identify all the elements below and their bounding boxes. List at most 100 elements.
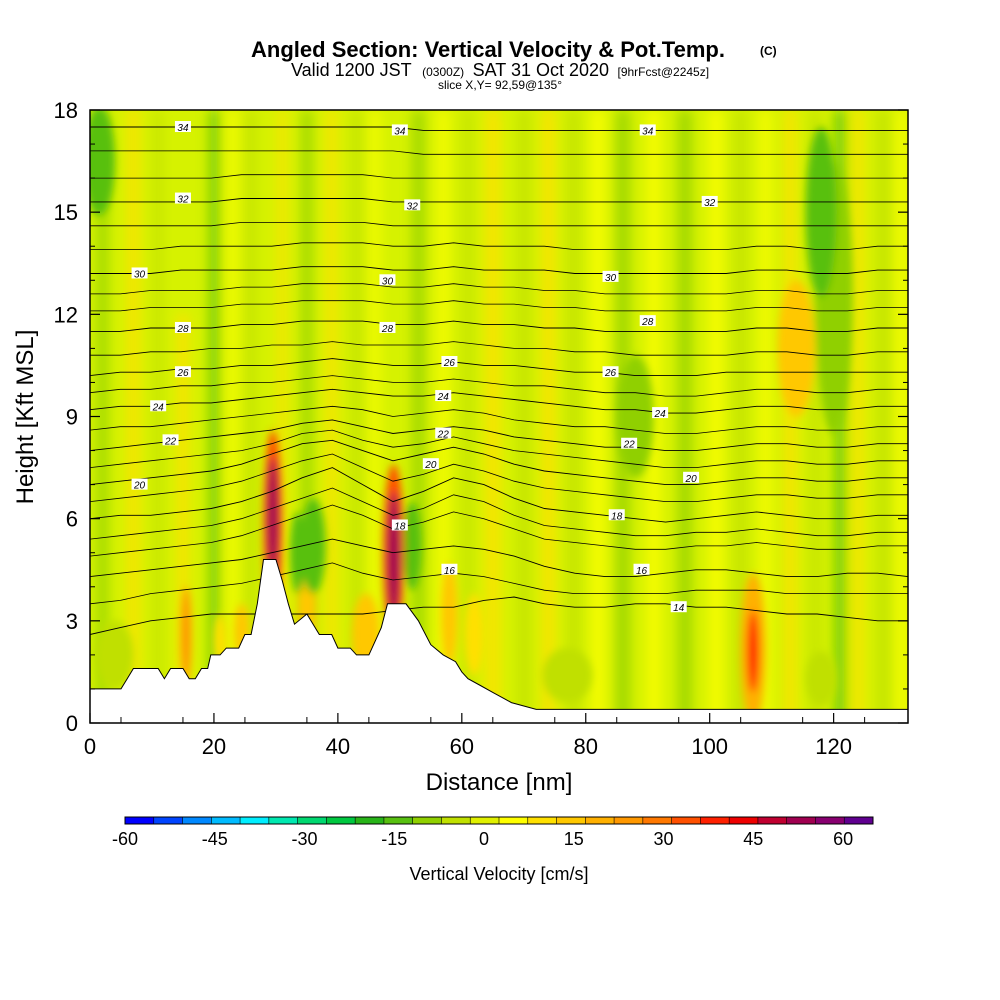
theta-contour-32 [90,198,908,203]
x-axis-label: Distance [nm] [426,769,573,796]
contour-label-box [174,121,191,133]
velocity-stripe [485,110,500,723]
contour-label: 16 [633,563,650,577]
theta-contour-line [90,242,908,250]
contour-label: 22 [621,437,638,451]
velocity-stripe [351,110,362,723]
contour-label: 32 [174,192,191,206]
contour-label: 22 [435,427,452,441]
colorbar: -60 -45 -30 -15 0 15 30 45 60 [112,816,874,849]
contour-label-text: 24 [654,409,667,420]
velocity-stripe [518,110,530,723]
contour-label: 16 [441,563,458,577]
contour-label-text: 18 [611,511,623,522]
y-tick-label: 3 [66,609,78,634]
velocity-stripe [463,110,473,723]
y-tick-label: 15 [54,200,78,225]
colorbar-tick-label: 0 [479,829,489,849]
contour-label-text: 32 [407,201,419,212]
contour-label-text: 22 [623,440,636,451]
theta-contour-line [90,283,908,295]
velocity-cell [290,511,306,594]
contour-label-box [435,390,452,402]
contour-label-box [162,434,179,446]
contour-label-box [639,124,656,136]
contour-label: 34 [174,121,191,134]
plot-area: 34 34 34 32 32 32 30 30 30 28 28 28 26 26 26 24 24 24 22 22… [90,110,908,723]
contour-label: 32 [701,195,718,209]
velocity-cell [777,280,816,417]
contour-label-text: 28 [176,324,189,335]
axes: 0 20 40 60 80 100 120 0 3 6 9 12 15 18 [54,98,908,759]
contour-label: 18 [608,509,625,522]
contour-label: 26 [174,366,191,379]
contour-label-box [174,192,191,204]
theta-contour-34 [90,126,908,131]
colorbar-title: Vertical Velocity [cm/s] [409,864,588,884]
contour-label-box [441,356,458,368]
contour-label-text: 34 [177,123,189,134]
contour-label-box [602,270,619,282]
contour-label-text: 24 [152,402,165,413]
theta-contour-24 [90,388,908,414]
theta-contour-28 [90,320,908,332]
velocity-cell [805,651,837,706]
theta-contour-line [90,504,908,557]
theta-contour-line [90,341,908,356]
contour-label-box [652,407,669,419]
colorbar-tick-label: 60 [833,829,853,849]
contour-label: 30 [131,267,148,280]
theta-contour-22 [90,419,908,452]
velocity-stripe [784,110,796,723]
theta-contour-line [90,150,908,155]
colorbar-swatch [585,817,615,824]
contour-label-text: 34 [642,126,654,137]
theta-contours-minor [90,150,908,605]
x-tick-label: 40 [326,734,350,759]
velocity-stripe [678,110,692,723]
theta-contour-30 [90,266,908,274]
contour-label-text: 16 [444,566,456,577]
velocity-stripe [542,110,555,723]
theta-contour-16 [90,538,908,578]
contour-label: 14 [670,601,687,614]
colorbar-tick-label: 30 [654,829,674,849]
velocity-stripe [567,110,579,723]
colorbar-swatch [844,817,874,824]
colorbar-swatch [412,817,442,824]
contour-label-text: 34 [394,126,406,137]
contour-label-box [391,124,408,136]
contour-label-box [435,427,452,439]
colorbar-swatch [182,817,212,824]
contour-label-box [621,437,638,449]
slice-info: slice X,Y= 92,59@135° [438,78,562,92]
contour-label: 18 [391,519,408,532]
velocity-stripe [97,110,108,723]
valid-time: Valid 1200 JST [291,60,412,80]
contour-label: 20 [422,458,439,471]
chart-subtitle: Valid 1200 JST (0300Z) SAT 31 Oct 2020 [… [291,60,709,80]
contour-label-box [391,519,408,531]
contour-label: 28 [379,321,396,335]
velocity-stripe [853,110,864,723]
theta-contour-14 [90,596,908,635]
colorbar-swatch [441,817,471,824]
y-tick-label: 9 [66,405,78,430]
colorbar-swatch [671,817,701,824]
contour-label-text: 14 [673,603,685,614]
colorbar-tick-label: -15 [381,829,407,849]
contour-labels: 34 34 34 32 32 32 30 30 30 28 28 28 26 26 26 24 24 24 22 22… [131,121,718,614]
contour-label: 24 [652,407,669,420]
x-tick-label: 0 [84,734,96,759]
theta-contours [90,126,908,635]
velocity-cells [90,110,853,723]
velocity-cell [181,586,192,683]
contour-label-text: 30 [134,269,146,280]
contour-label: 28 [639,315,656,328]
velocity-cell [805,127,837,298]
velocity-stripe [177,314,189,723]
velocity-stripe [591,110,605,723]
y-tick-label: 18 [54,98,78,123]
contour-label-box [602,366,619,378]
colorbar-tick-label: -30 [292,829,318,849]
